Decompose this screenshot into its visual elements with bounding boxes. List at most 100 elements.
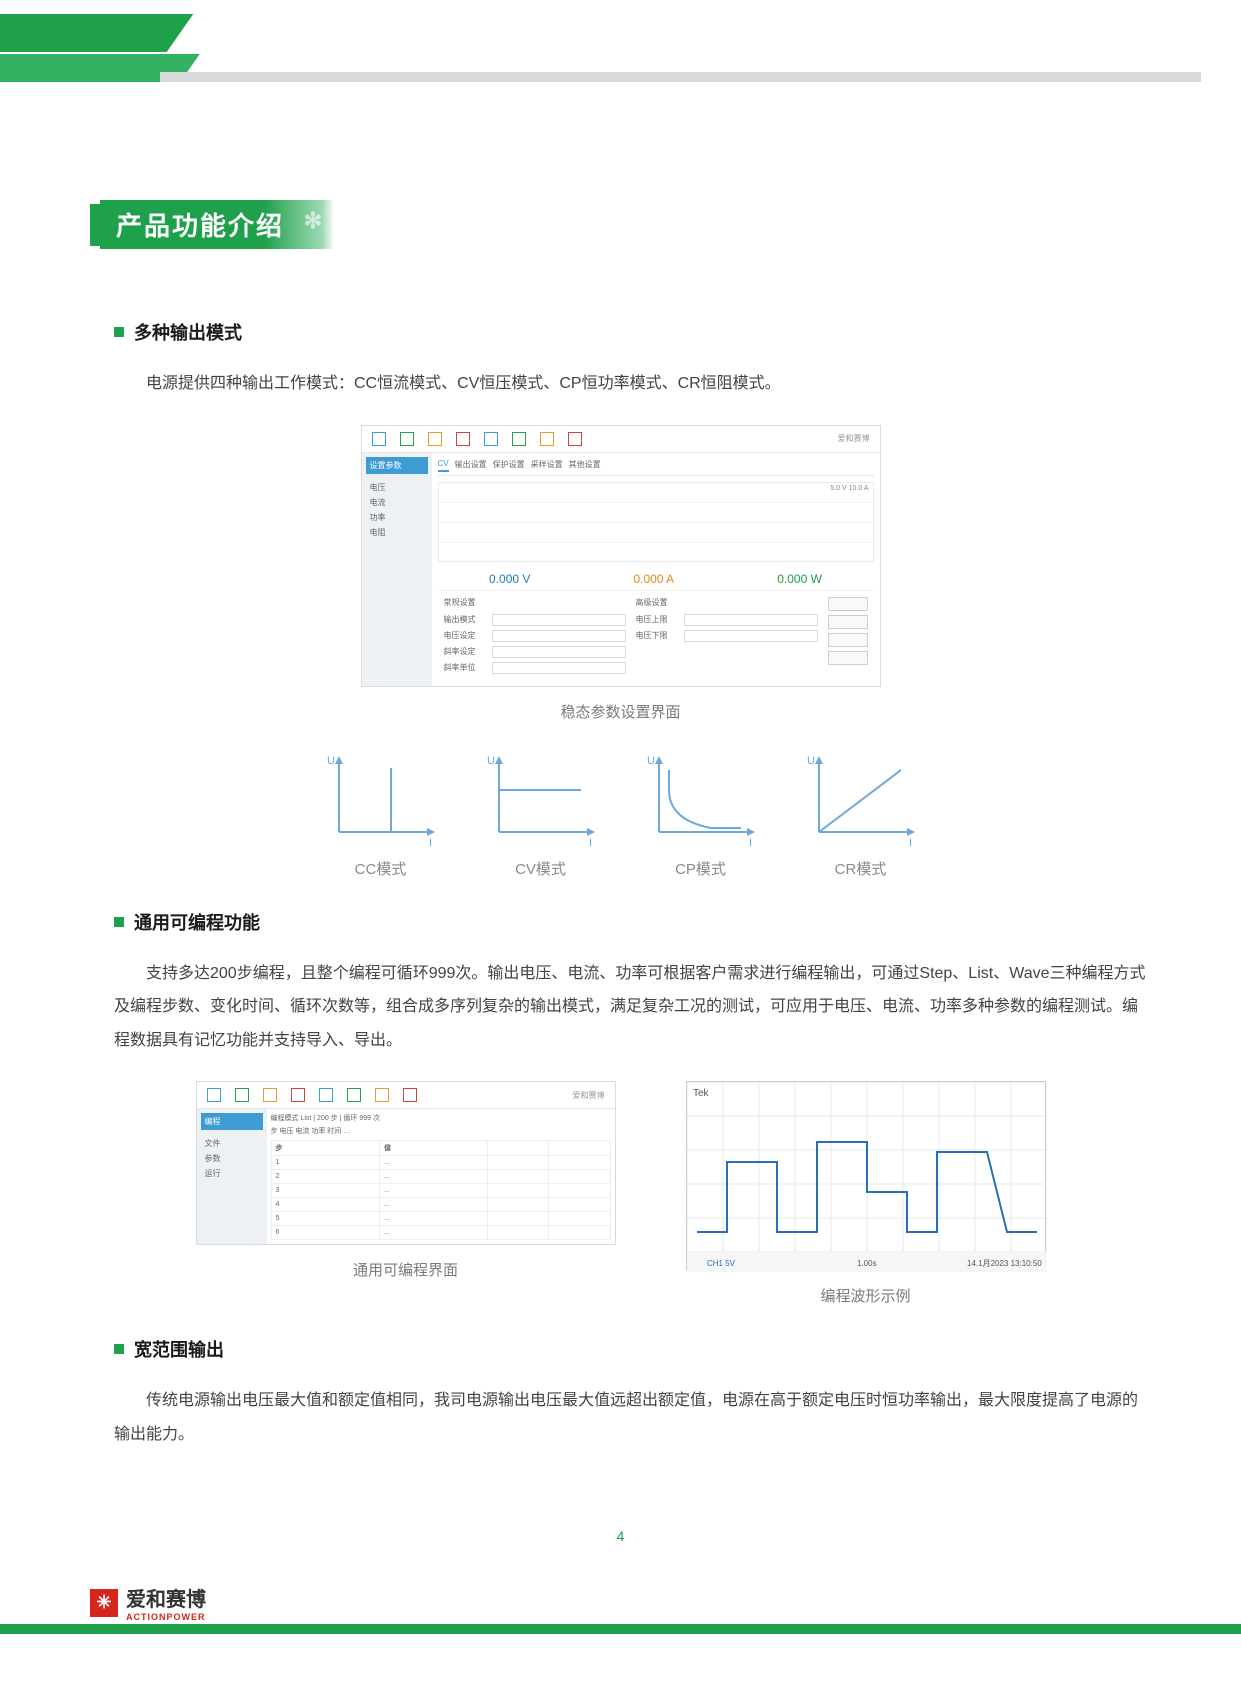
table-cell: 3 <box>271 1184 379 1198</box>
table-cell <box>549 1212 610 1226</box>
mode-label: CV模式 <box>515 858 566 879</box>
ui-tab[interactable]: CV <box>438 459 449 472</box>
heading-programmable: 通用可编程功能 <box>114 909 1151 935</box>
svg-text:I: I <box>429 837 432 849</box>
table-cell <box>488 1184 549 1198</box>
param-input[interactable] <box>492 614 626 626</box>
sidebar-item[interactable]: 电流 <box>366 495 428 510</box>
param-button[interactable] <box>828 597 868 611</box>
page-number: 4 <box>617 1528 625 1544</box>
table-row: 6... <box>271 1226 610 1240</box>
toolbar-icon[interactable] <box>568 432 582 446</box>
bullet-icon <box>114 327 124 337</box>
toolbar-icon[interactable] <box>291 1088 305 1102</box>
param-input[interactable] <box>492 630 626 642</box>
svg-text:I: I <box>589 837 592 849</box>
ui-tab[interactable]: 其他设置 <box>569 459 601 472</box>
param-label: 输出模式 <box>444 614 486 625</box>
chart-badge: 5.0 V 10.0 A <box>830 485 868 492</box>
toolbar-icon[interactable] <box>235 1088 249 1102</box>
figure-caption-steady: 稳态参数设置界面 <box>560 701 680 722</box>
ui-chart-area: 5.0 V 10.0 A <box>438 482 874 562</box>
ui-toolbar: 爱和赛博 <box>362 426 880 453</box>
table-header: 步 <box>271 1141 379 1156</box>
bullet-icon <box>114 917 124 927</box>
param-input[interactable] <box>684 614 818 626</box>
toolbar-icon[interactable] <box>400 432 414 446</box>
toolbar-icon[interactable] <box>263 1088 277 1102</box>
param-button[interactable] <box>828 633 868 647</box>
toolbar-icon[interactable] <box>347 1088 361 1102</box>
toolbar-icon[interactable] <box>484 432 498 446</box>
body-output-modes: 电源提供四种输出工作模式：CC恒流模式、CV恒压模式、CP恒功率模式、CR恒阻模… <box>114 367 1151 401</box>
table-cell <box>488 1212 549 1226</box>
table-cell: ... <box>379 1198 487 1212</box>
table-cell: ... <box>379 1156 487 1170</box>
sidebar-item[interactable]: 电阻 <box>366 525 428 540</box>
param-label: 电压下限 <box>636 630 678 641</box>
scope-title: Tek <box>693 1088 710 1099</box>
heading-wide-range: 宽范围输出 <box>114 1336 1151 1362</box>
toolbar-icon[interactable] <box>375 1088 389 1102</box>
param-input[interactable] <box>492 646 626 658</box>
section-banner-text: 产品功能介绍 <box>116 211 284 241</box>
toolbar-icon[interactable] <box>372 432 386 446</box>
mode-label: CR模式 <box>835 858 887 879</box>
ui-tab[interactable]: 保护设置 <box>493 459 525 472</box>
table-cell: 1 <box>271 1156 379 1170</box>
sidebar-item[interactable]: 参数 <box>201 1151 263 1166</box>
svg-text:CH1 5V: CH1 5V <box>707 1259 736 1268</box>
mode-label: CP模式 <box>675 858 726 879</box>
footer-logo-subtext: ACTIONPOWER <box>126 1612 206 1622</box>
figure-caption-waveform: 编程波形示例 <box>820 1285 910 1306</box>
param-header-right: 高级设置 <box>636 597 818 608</box>
readout-value: 0.000 W <box>777 572 822 586</box>
header-decoration <box>0 0 1241 120</box>
table-cell <box>549 1198 610 1212</box>
table-cell: 4 <box>271 1198 379 1212</box>
readout-values: 0.000 V0.000 A0.000 W <box>438 568 874 590</box>
ui-sidebar: 设置参数 电压电流功率电阻 <box>362 453 432 686</box>
table-cell: ... <box>379 1170 487 1184</box>
mode-diagram-cc: UICC模式 <box>321 750 441 879</box>
param-button[interactable] <box>828 651 868 665</box>
svg-text:I: I <box>749 837 752 849</box>
mode-diagram-cp: UICP模式 <box>641 750 761 879</box>
program-param-row: 编程模式 List | 200 步 | 循环 999 次 <box>271 1113 611 1123</box>
sidebar-item[interactable]: 功率 <box>366 510 428 525</box>
toolbar-icon[interactable] <box>456 432 470 446</box>
svg-text:U: U <box>487 755 495 767</box>
sidebar-item[interactable]: 电压 <box>366 480 428 495</box>
toolbar-icon[interactable] <box>207 1088 221 1102</box>
toolbar-icon[interactable] <box>403 1088 417 1102</box>
table-row: 1... <box>271 1156 610 1170</box>
param-input[interactable] <box>684 630 818 642</box>
bullet-icon <box>114 1344 124 1354</box>
sidebar-tab-active[interactable]: 设置参数 <box>366 457 428 474</box>
param-input[interactable] <box>492 662 626 674</box>
heading-text: 宽范围输出 <box>134 1336 224 1362</box>
toolbar-icon[interactable] <box>512 432 526 446</box>
table-cell <box>488 1198 549 1212</box>
table-header: 值 <box>379 1141 487 1156</box>
ui-tab[interactable]: 采样设置 <box>531 459 563 472</box>
table-cell <box>549 1156 610 1170</box>
ui-tab[interactable]: 输出设置 <box>455 459 487 472</box>
sidebar-item[interactable]: 文件 <box>201 1136 263 1151</box>
sidebar-tab-active[interactable]: 编程 <box>201 1113 263 1130</box>
table-cell <box>549 1226 610 1240</box>
table-cell: 5 <box>271 1212 379 1226</box>
oscilloscope-waveform: Tek CH1 5V 1.00s 14.1月2023 13:10:50 <box>686 1081 1046 1271</box>
mode-diagrams-row: UICC模式UICV模式UICP模式UICR模式 <box>90 750 1151 879</box>
toolbar-icon[interactable] <box>319 1088 333 1102</box>
brand-label: 爱和赛博 <box>838 433 870 444</box>
toolbar-icon[interactable] <box>428 432 442 446</box>
table-cell: ... <box>379 1212 487 1226</box>
section-banner: 产品功能介绍 ✻ <box>90 200 334 249</box>
param-button[interactable] <box>828 615 868 629</box>
figure-caption-prog-ui: 通用可编程界面 <box>353 1259 458 1280</box>
snowflake-icon: ✻ <box>304 208 324 234</box>
toolbar-icon[interactable] <box>540 432 554 446</box>
footer-logo: ✳ 爱和赛博 ACTIONPOWER <box>90 1583 206 1622</box>
sidebar-item[interactable]: 运行 <box>201 1166 263 1181</box>
